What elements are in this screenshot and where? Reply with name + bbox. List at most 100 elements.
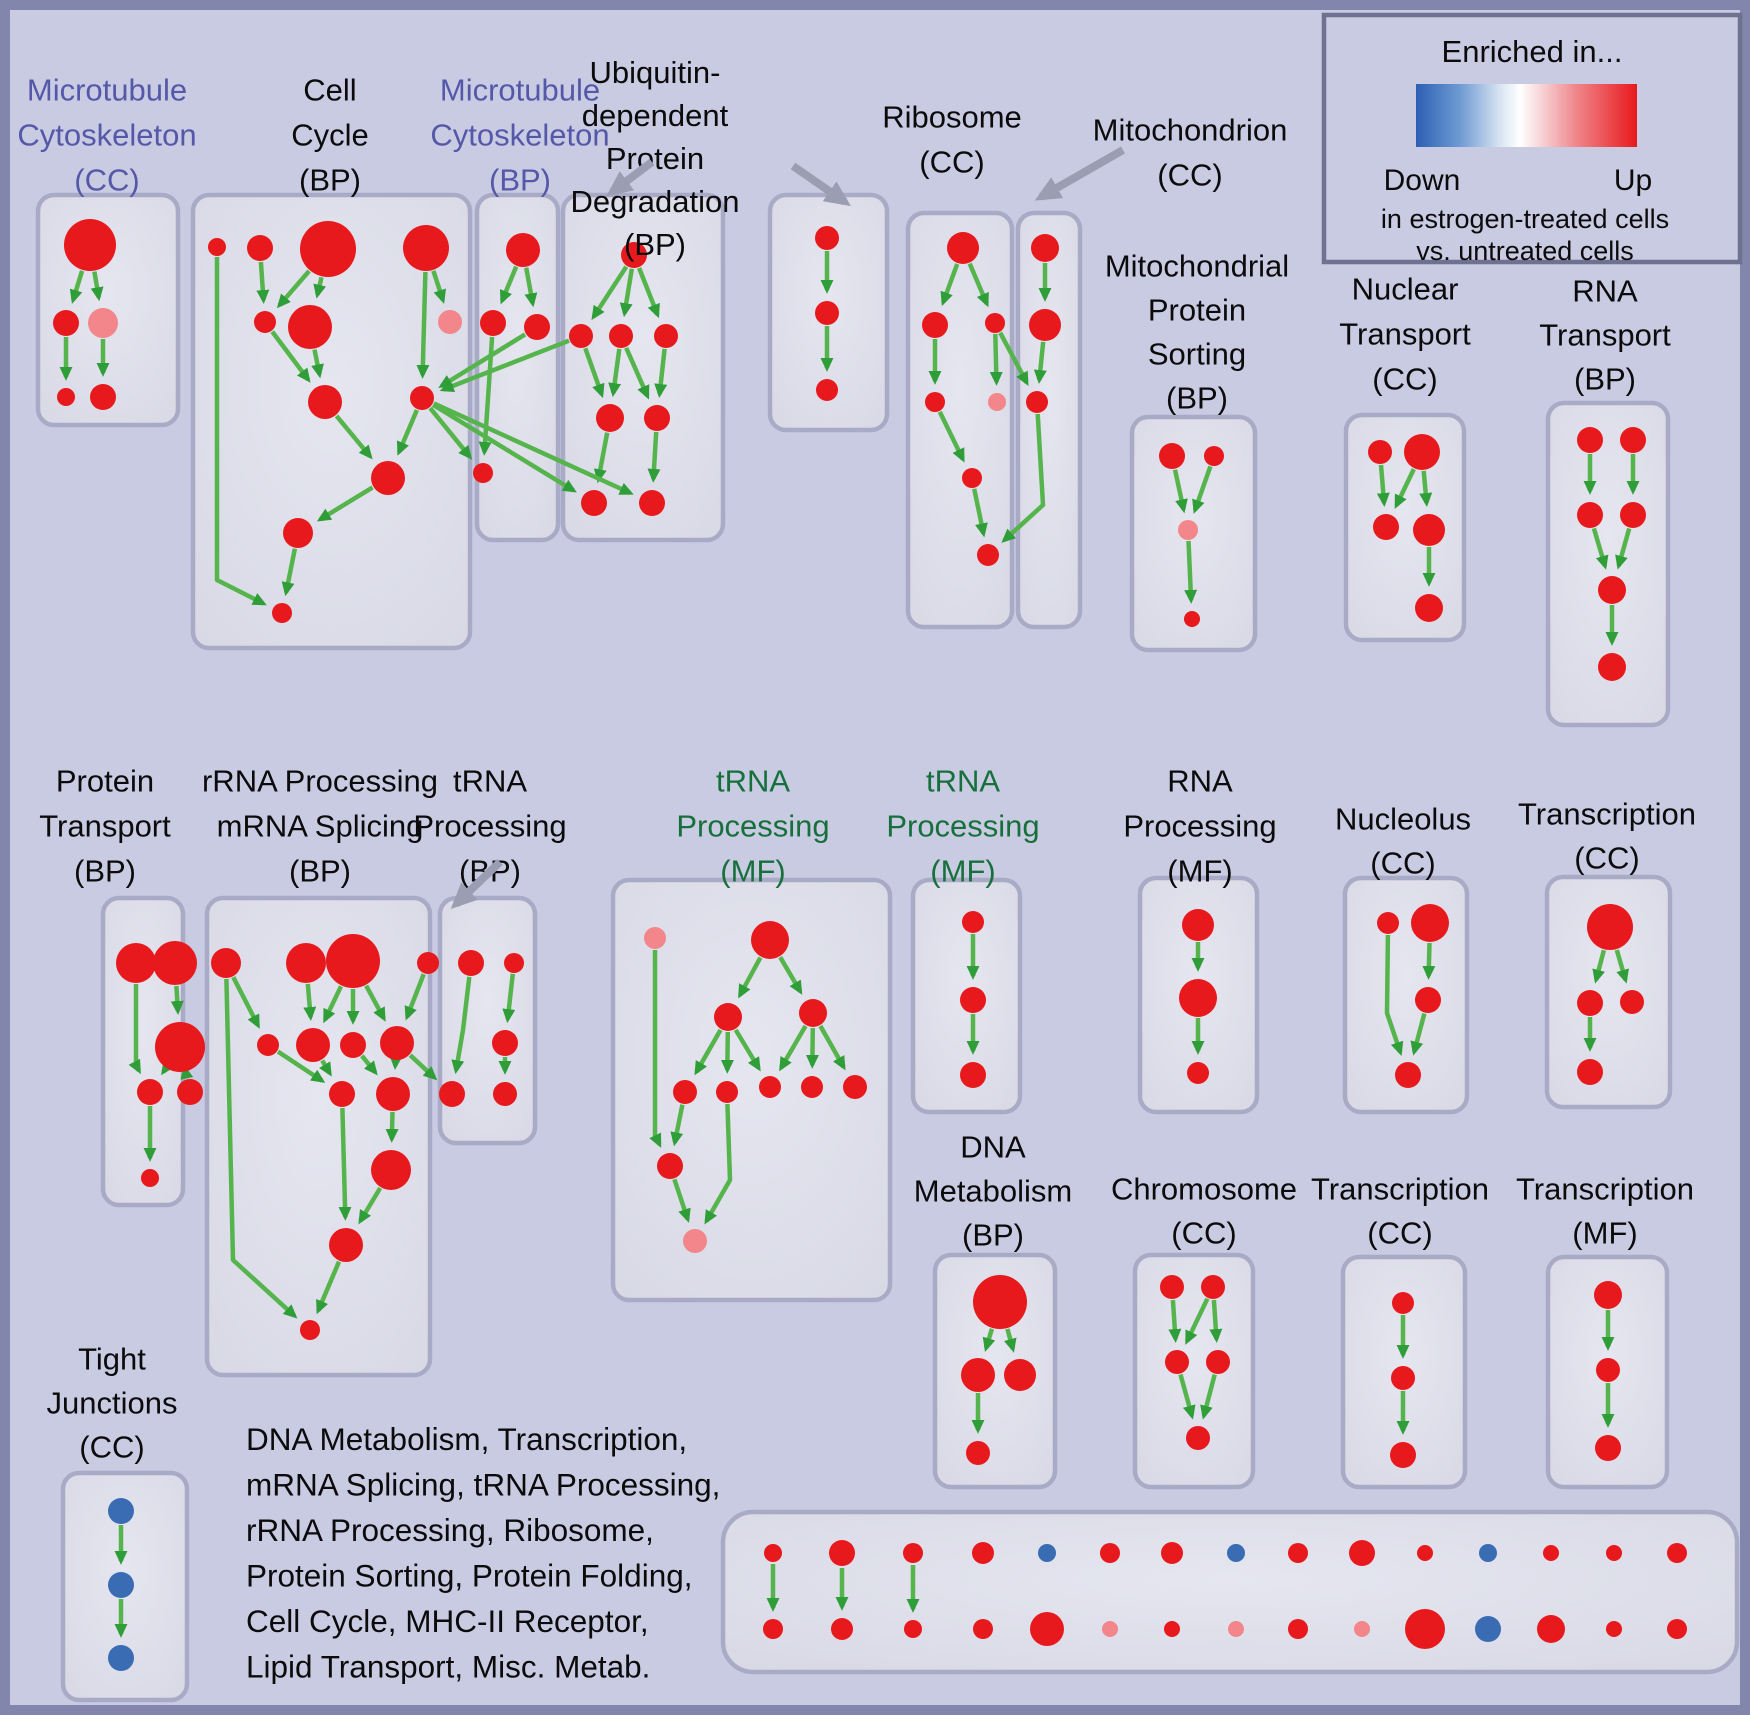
edge-arrow	[316, 1260, 342, 1315]
edge-arrow	[428, 406, 473, 460]
edge-arrow	[1592, 949, 1607, 984]
go-term-node	[1587, 904, 1633, 950]
cluster-label-line: Processing	[413, 808, 566, 843]
edge-arrow	[360, 1054, 378, 1076]
edge-arrow	[1168, 1299, 1182, 1344]
cluster-label-line: Sorting	[1148, 337, 1246, 372]
go-term-node	[1031, 234, 1059, 262]
go-term-node	[296, 1028, 330, 1062]
go-term-node	[714, 1003, 742, 1031]
cluster-label-line: (BP)	[962, 1218, 1024, 1253]
go-term-node	[438, 310, 462, 334]
edge-arrow	[1376, 464, 1390, 508]
go-term-node	[410, 386, 434, 410]
go-term-node	[208, 238, 226, 256]
edge-arrow	[624, 346, 650, 400]
edge-arrow	[591, 265, 629, 321]
cluster-label-mtbp: Microtubule Cytoskeleton (BP)	[430, 72, 609, 197]
go-term-node	[1354, 1621, 1370, 1637]
cluster-label-rrna: rRNA Processing mRNA Splicing (BP)	[202, 763, 438, 888]
go-term-node	[1227, 1544, 1245, 1562]
go-term-node	[326, 934, 380, 988]
cluster-box-dnamet	[932, 1252, 1058, 1490]
cluster-label-line: Protein	[1148, 293, 1246, 328]
go-term-node	[1415, 594, 1443, 622]
edge-arrow	[90, 271, 104, 302]
go-term-node	[831, 1618, 853, 1640]
go-term-node	[64, 219, 116, 271]
go-term-node	[1159, 443, 1185, 469]
go-term-node	[973, 1275, 1027, 1329]
edge-arrow	[998, 331, 1029, 387]
edge-arrow	[1178, 1373, 1196, 1420]
cluster-label-line: (CC)	[79, 1430, 144, 1465]
go-term-node	[988, 393, 1006, 411]
go-term-node	[683, 1229, 707, 1253]
cluster-label-line: (BP)	[289, 853, 351, 888]
go-term-node	[155, 1022, 205, 1072]
go-term-node	[716, 1081, 738, 1103]
cluster-label-tight: Tight Junctions (CC)	[47, 1342, 178, 1465]
go-term-node	[1029, 309, 1061, 341]
edge-arrow	[779, 1024, 808, 1072]
go-term-node	[1288, 1619, 1308, 1639]
cluster-label-line: Junctions	[47, 1386, 178, 1421]
go-term-node	[1415, 987, 1441, 1013]
edge-arrow	[1394, 468, 1416, 509]
edge-arrow	[170, 985, 184, 1016]
cluster-label-trnamf1: tRNA Processing (MF)	[676, 763, 829, 888]
edge-arrow	[1200, 1374, 1217, 1420]
cluster-box-transcc_mid	[1544, 874, 1673, 1110]
go-term-node	[1577, 1059, 1603, 1085]
go-term-node	[621, 242, 647, 268]
legend-subtitle-2: vs. untreated cells	[1416, 236, 1634, 266]
go-term-node	[1667, 1543, 1687, 1563]
go-term-node	[960, 1062, 986, 1088]
go-term-node	[962, 911, 984, 933]
go-term-node	[417, 952, 439, 974]
cluster-box-trnamf1	[610, 877, 893, 1303]
misc-clusters-band	[720, 1509, 1740, 1675]
edge-arrow	[1192, 465, 1213, 514]
edge-arrow	[738, 956, 763, 999]
go-term-node	[1179, 979, 1217, 1017]
edge-arrow	[161, 1060, 175, 1076]
edge-arrow	[1419, 470, 1433, 508]
edge-arrow	[256, 261, 270, 305]
cluster-label-line: Degradation	[571, 184, 740, 219]
cluster-label-ribosome: Ribosome (CC)	[882, 99, 1022, 179]
edge-arrow	[281, 548, 298, 597]
go-term-node	[1417, 1545, 1433, 1561]
go-term-node	[1030, 1612, 1064, 1646]
go-term-node	[1395, 1062, 1421, 1088]
edge-arrow	[967, 262, 989, 308]
misc-categories-line: rRNA Processing, Ribosome,	[246, 1512, 654, 1548]
cluster-label-line: (CC)	[1370, 846, 1435, 881]
go-term-node	[308, 385, 342, 419]
cluster-label-line: Chromosome	[1111, 1172, 1297, 1207]
cluster-label-chromosome: Chromosome (CC)	[1111, 1172, 1297, 1251]
go-term-node	[380, 1026, 414, 1060]
go-term-node	[973, 1619, 993, 1639]
go-term-node	[1160, 1275, 1184, 1299]
cluster-label-line: mRNA Splicing	[217, 808, 424, 843]
go-term-node	[1606, 1621, 1622, 1637]
go-term-node	[286, 943, 326, 983]
cluster-label-line: (MF)	[1167, 853, 1232, 888]
go-term-node	[673, 1080, 697, 1104]
ubiquitin-right-arrow	[790, 162, 851, 207]
go-term-node	[1161, 1542, 1183, 1564]
go-term-node	[925, 392, 945, 412]
go-term-node	[116, 943, 156, 983]
cluster-label-nucleolus: Nucleolus (CC)	[1335, 802, 1471, 881]
cluster-label-line: (BP)	[489, 162, 551, 197]
edge-arrow	[1033, 341, 1047, 384]
go-term-node	[1392, 1292, 1414, 1314]
go-term-node	[569, 324, 593, 348]
cluster-label-line: (CC)	[1574, 841, 1639, 876]
cluster-label-line: dependent	[582, 98, 729, 133]
edge-arrow	[358, 1186, 383, 1225]
cluster-label-line: Tight	[78, 1342, 146, 1377]
